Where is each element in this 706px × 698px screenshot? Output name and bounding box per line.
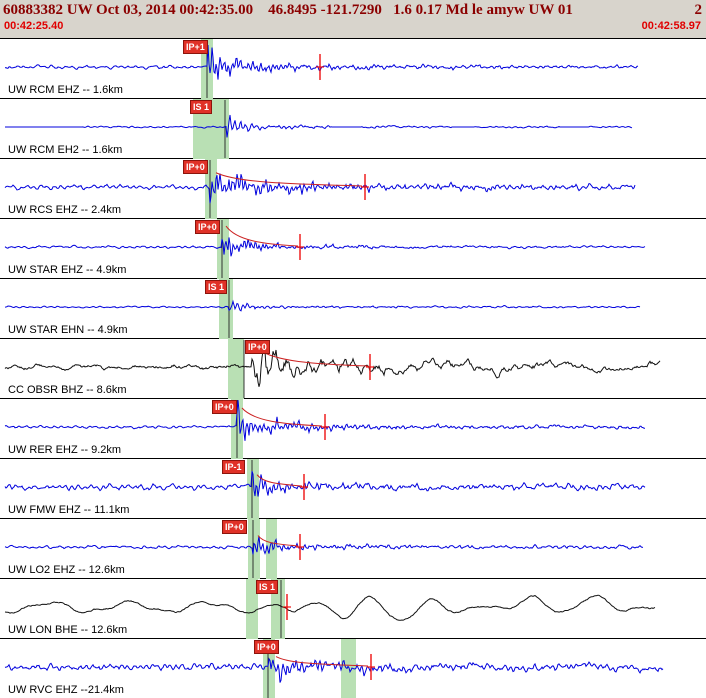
- pick-phase-flag[interactable]: IP+0: [254, 640, 279, 654]
- trace-station-label: UW FMW EHZ -- 11.1km: [8, 504, 130, 516]
- trace-row-10[interactable]: IS 1 UW LON BHE -- 12.6km: [0, 579, 706, 639]
- trace-station-label: UW LON BHE -- 12.6km: [8, 624, 128, 636]
- seismogram-canvas[interactable]: [0, 279, 706, 339]
- seismogram-canvas[interactable]: [0, 639, 706, 698]
- seismogram-canvas[interactable]: [0, 399, 706, 459]
- coda-decay-curve: [275, 656, 369, 667]
- trace-row-6[interactable]: IP+0 CC OBSR BHZ -- 8.6km: [0, 339, 706, 399]
- trace-station-label: UW RCS EHZ -- 2.4km: [8, 204, 122, 216]
- seismogram-canvas[interactable]: [0, 219, 706, 279]
- trace-station-label: UW RER EHZ -- 9.2km: [8, 444, 122, 456]
- seismogram-path: [4, 657, 664, 683]
- coda-decay-curve: [257, 348, 369, 367]
- pick-phase-flag[interactable]: IP+0: [245, 340, 270, 354]
- trace-row-3[interactable]: IP+0 UW RCS EHZ -- 2.4km: [0, 159, 706, 219]
- coda-decay-curve: [257, 535, 299, 547]
- coda-decay-curve: [215, 172, 363, 187]
- pick-phase-flag[interactable]: IP+1: [183, 40, 208, 54]
- trace-row-11[interactable]: IP+0 UW RVC EHZ --21.4km: [0, 639, 706, 698]
- pick-window-band: [247, 459, 259, 519]
- seismogram-path: [4, 173, 636, 204]
- seismogram-canvas[interactable]: [0, 159, 706, 219]
- pick-window-band: [246, 579, 258, 639]
- event-header: 60883382 UW Oct 03, 2014 00:42:35.00 46.…: [0, 0, 706, 38]
- pick-phase-flag[interactable]: IP+0: [195, 220, 220, 234]
- event-summary-extra: 2: [694, 2, 703, 18]
- seismogram-canvas[interactable]: [0, 459, 706, 519]
- pick-phase-flag[interactable]: IP+0: [183, 160, 208, 174]
- pick-phase-flag[interactable]: IP+0: [212, 400, 237, 414]
- seismogram-path: [4, 536, 644, 555]
- event-summary: 60883382 UW Oct 03, 2014 00:42:35.00 46.…: [3, 2, 573, 18]
- trace-station-label: UW RCM EH2 -- 1.6km: [8, 144, 123, 156]
- trace-row-5[interactable]: IS 1 UW STAR EHN -- 4.9km: [0, 279, 706, 339]
- trace-station-label: UW STAR EHZ -- 4.9km: [8, 264, 127, 276]
- trace-row-7[interactable]: IP+0 UW RER EHZ -- 9.2km: [0, 399, 706, 459]
- pick-window-band: [228, 339, 244, 399]
- pick-phase-flag[interactable]: IP-1: [222, 460, 245, 474]
- trace-station-label: UW RCM EHZ -- 1.6km: [8, 84, 123, 96]
- seismogram-canvas[interactable]: [0, 339, 706, 399]
- trace-station-label: UW STAR EHN -- 4.9km: [8, 324, 128, 336]
- time-window-row: 00:42:25.40 00:42:58.97: [3, 20, 702, 32]
- seismogram-canvas[interactable]: [0, 39, 706, 99]
- trace-row-4[interactable]: IP+0 UW STAR EHZ -- 4.9km: [0, 219, 706, 279]
- window-start-time: 00:42:25.40: [4, 20, 64, 32]
- pick-window-band: [266, 519, 277, 579]
- pick-window-band: [217, 219, 229, 279]
- trace-row-9[interactable]: IP+0 UW LO2 EHZ -- 12.6km: [0, 519, 706, 579]
- seismogram-canvas[interactable]: [0, 579, 706, 639]
- trace-station-label: CC OBSR BHZ -- 8.6km: [8, 384, 127, 396]
- seismogram-path: [4, 237, 646, 257]
- pick-phase-flag[interactable]: IS 1: [205, 280, 228, 294]
- trace-station-label: UW RVC EHZ --21.4km: [8, 684, 124, 696]
- trace-row-1[interactable]: IP+1 UW RCM EHZ -- 1.6km: [0, 39, 706, 99]
- pick-phase-flag[interactable]: IS 1: [256, 580, 279, 594]
- trace-panel: IP+1 UW RCM EHZ -- 1.6km IS 1 UW RCM EH2 --…: [0, 38, 706, 698]
- pick-phase-flag[interactable]: IP+0: [222, 520, 247, 534]
- pick-phase-flag[interactable]: IS 1: [190, 100, 213, 114]
- coda-decay-curve: [241, 407, 323, 427]
- seismogram-path: [4, 299, 641, 312]
- window-end-time: 00:42:58.97: [641, 20, 701, 32]
- seismogram-canvas[interactable]: [0, 519, 706, 579]
- trace-row-2[interactable]: IS 1 UW RCM EH2 -- 1.6km: [0, 99, 706, 159]
- coda-decay-curve: [256, 474, 303, 487]
- seismogram-path: [4, 349, 661, 387]
- seismogram-path: [4, 44, 639, 80]
- seismogram-path: [4, 470, 646, 497]
- coda-decay-curve: [225, 225, 299, 247]
- trace-station-label: UW LO2 EHZ -- 12.6km: [8, 564, 125, 576]
- seismogram-path: [4, 594, 656, 621]
- event-title-row: 60883382 UW Oct 03, 2014 00:42:35.00 46.…: [3, 2, 702, 19]
- pick-window-band: [341, 639, 356, 698]
- seismogram-path: [5, 114, 633, 138]
- trace-row-8[interactable]: IP-1 UW FMW EHZ -- 11.1km: [0, 459, 706, 519]
